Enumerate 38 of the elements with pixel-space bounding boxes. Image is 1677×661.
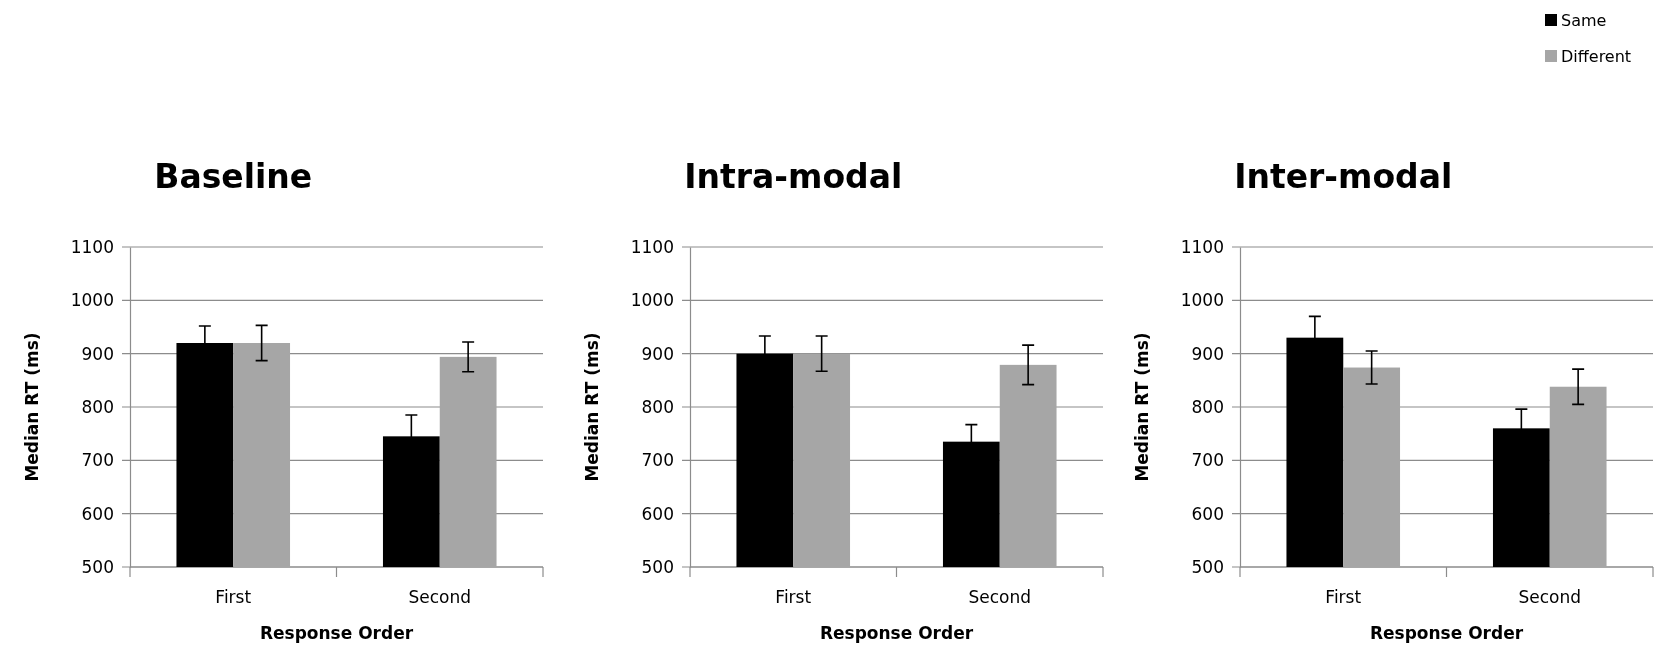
chart-title: Baseline xyxy=(154,157,313,196)
y-tick-label: 500 xyxy=(81,556,114,577)
chart-title: Inter-modal xyxy=(1234,157,1453,196)
y-tick-label: 900 xyxy=(1191,343,1224,364)
y-tick-label: 1100 xyxy=(70,236,114,257)
y-tick-label: 500 xyxy=(1191,556,1224,577)
y-tick-label: 700 xyxy=(1191,450,1224,471)
x-tick-label: Second xyxy=(408,587,472,607)
x-tick-label: Second xyxy=(1518,587,1582,607)
y-axis-title: Median RT (ms) xyxy=(22,332,42,482)
x-tick-label: First xyxy=(215,587,252,607)
x-tick-label: Second xyxy=(968,587,1032,607)
y-tick-label: 1000 xyxy=(1180,290,1224,311)
x-axis-title: Response Order xyxy=(1369,623,1524,643)
y-tick-label: 700 xyxy=(81,450,114,471)
x-axis-title: Response Order xyxy=(259,623,414,643)
x-axis-title: Response Order xyxy=(819,623,974,643)
x-tick-label: First xyxy=(1325,587,1362,607)
y-tick-label: 700 xyxy=(641,450,674,471)
y-tick-label: 1100 xyxy=(630,236,674,257)
y-tick-label: 1000 xyxy=(70,290,114,311)
y-tick-label: 800 xyxy=(641,396,674,417)
x-tick-label: First xyxy=(775,587,812,607)
y-tick-label: 800 xyxy=(1191,396,1224,417)
y-tick-label: 900 xyxy=(641,343,674,364)
legend-label: Different xyxy=(1561,47,1632,66)
legend-label: Same xyxy=(1561,11,1607,30)
y-tick-label: 900 xyxy=(81,343,114,364)
y-tick-label: 500 xyxy=(641,556,674,577)
y-tick-label: 800 xyxy=(81,396,114,417)
y-axis-title: Median RT (ms) xyxy=(1132,332,1152,482)
y-tick-label: 1000 xyxy=(630,290,674,311)
y-tick-label: 1100 xyxy=(1180,236,1224,257)
y-axis-title: Median RT (ms) xyxy=(582,332,602,482)
y-tick-label: 600 xyxy=(641,503,674,524)
y-tick-label: 600 xyxy=(81,503,114,524)
chart-title: Intra-modal xyxy=(684,157,903,196)
y-tick-label: 600 xyxy=(1191,503,1224,524)
